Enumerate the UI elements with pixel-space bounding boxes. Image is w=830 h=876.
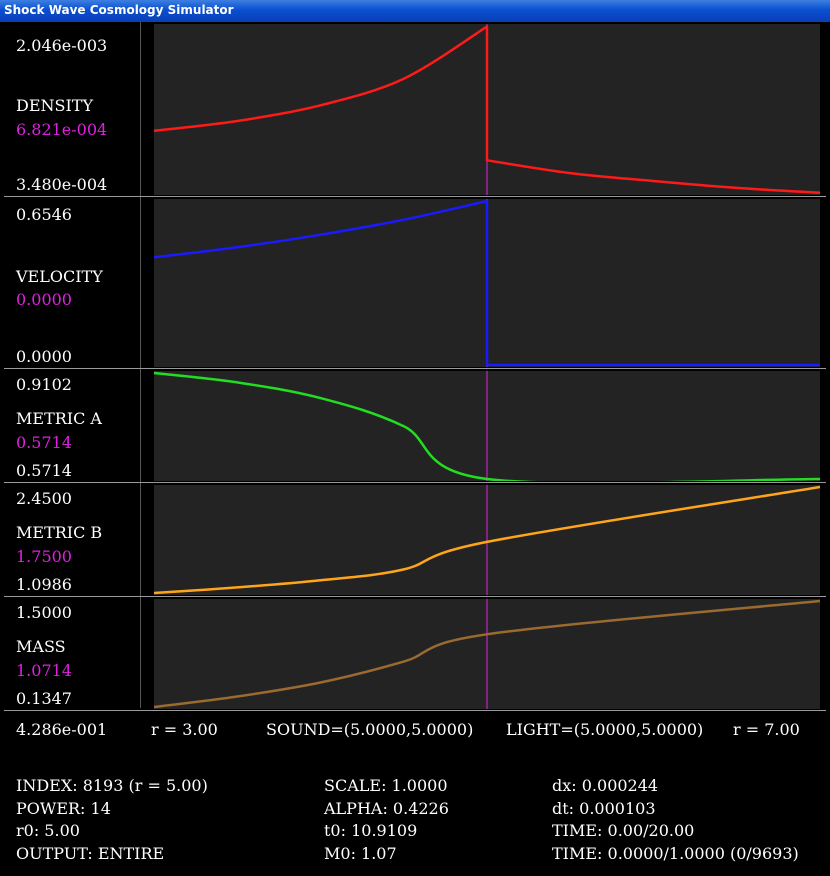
metric-b-chart: [154, 485, 820, 595]
mass-separator: [4, 710, 826, 711]
density-name: DENSITY: [16, 96, 94, 115]
density-ymin-label: 3.480e-004: [16, 175, 108, 194]
velocity-ymax-label: 0.6546: [16, 205, 72, 224]
velocity-ymin-label: 0.0000: [16, 347, 72, 366]
mass-panel: 1.5000 MASS 1.0714 0.1347: [4, 597, 826, 711]
velocity-separator: [4, 368, 826, 369]
window-title: Shock Wave Cosmology Simulator: [4, 3, 234, 17]
velocity-current-value: 0.0000: [16, 290, 72, 309]
density-chart: [154, 24, 820, 195]
metric-b-panel: 2.4500 METRIC B 1.7500 1.0986: [4, 483, 826, 597]
metric-b-ymax-label: 2.4500: [16, 489, 72, 508]
velocity-name: VELOCITY: [16, 267, 103, 286]
t0-readout: t0: 10.9109: [324, 821, 418, 840]
metric-a-separator: [4, 482, 826, 483]
time-readout: TIME: 0.00/20.00: [552, 821, 695, 840]
mass-current-value: 1.0714: [16, 661, 72, 680]
alpha-readout: ALPHA: 0.4226: [324, 799, 449, 818]
output-readout: OUTPUT: ENTIRE: [16, 844, 165, 863]
mass-ymin-label: 0.1347: [16, 689, 72, 708]
metric-a-panel: 0.9102 METRIC A 0.5714 0.5714: [4, 369, 826, 483]
metric-b-ymin-label: 1.0986: [16, 575, 72, 594]
density-current-value: 6.821e-004: [16, 120, 108, 139]
metric-a-ymax-label: 0.9102: [16, 375, 72, 394]
velocity-panel: 0.6546 VELOCITY 0.0000 0.0000: [4, 197, 826, 369]
metric-a-ymin-label: 0.5714: [16, 461, 72, 480]
mass-series-line: [154, 599, 820, 709]
r-left-label: r = 3.00: [151, 720, 218, 739]
r0-readout: r0: 5.00: [16, 821, 80, 840]
sound-readout: SOUND=(5.0000,5.0000): [266, 720, 474, 739]
mass-name: MASS: [16, 637, 66, 656]
metric-b-series-line: [154, 485, 820, 595]
r-right-label: r = 7.00: [733, 720, 800, 739]
dt-readout: dt: 0.000103: [552, 799, 656, 818]
power-readout: POWER: 14: [16, 799, 111, 818]
mass-chart: [154, 599, 820, 709]
metric-a-series-line: [154, 371, 820, 481]
density-ymax-label: 2.046e-003: [16, 36, 108, 55]
dx-readout: dx: 0.000244: [552, 776, 659, 795]
density-series-line: [154, 25, 820, 195]
index-readout: INDEX: 8193 (r = 5.00): [16, 776, 208, 795]
title-bar: Shock Wave Cosmology Simulator: [0, 0, 830, 22]
metric-a-chart: [154, 371, 820, 481]
label-divider: [140, 22, 141, 708]
velocity-chart: [154, 199, 820, 367]
metric-a-name: METRIC A: [16, 409, 102, 428]
simulator-frame: 2.046e-003 DENSITY 6.821e-004 3.480e-004…: [4, 22, 826, 874]
metric-a-current-value: 0.5714: [16, 433, 72, 452]
density-panel: 2.046e-003 DENSITY 6.821e-004 3.480e-004: [4, 22, 826, 197]
density-separator: [4, 196, 826, 197]
scale-readout: SCALE: 1.0000: [324, 776, 448, 795]
time-progress-readout: TIME: 0.0000/1.0000 (0/9693): [552, 844, 799, 863]
light-readout: LIGHT=(5.0000,5.0000): [506, 720, 704, 739]
metric-b-separator: [4, 596, 826, 597]
metric-b-name: METRIC B: [16, 523, 103, 542]
velocity-series-line: [154, 199, 820, 367]
mass-ymax-label: 1.5000: [16, 603, 72, 622]
scale-value: 4.286e-001: [16, 720, 108, 739]
metric-b-current-value: 1.7500: [16, 547, 72, 566]
m0-readout: M0: 1.07: [324, 844, 397, 863]
